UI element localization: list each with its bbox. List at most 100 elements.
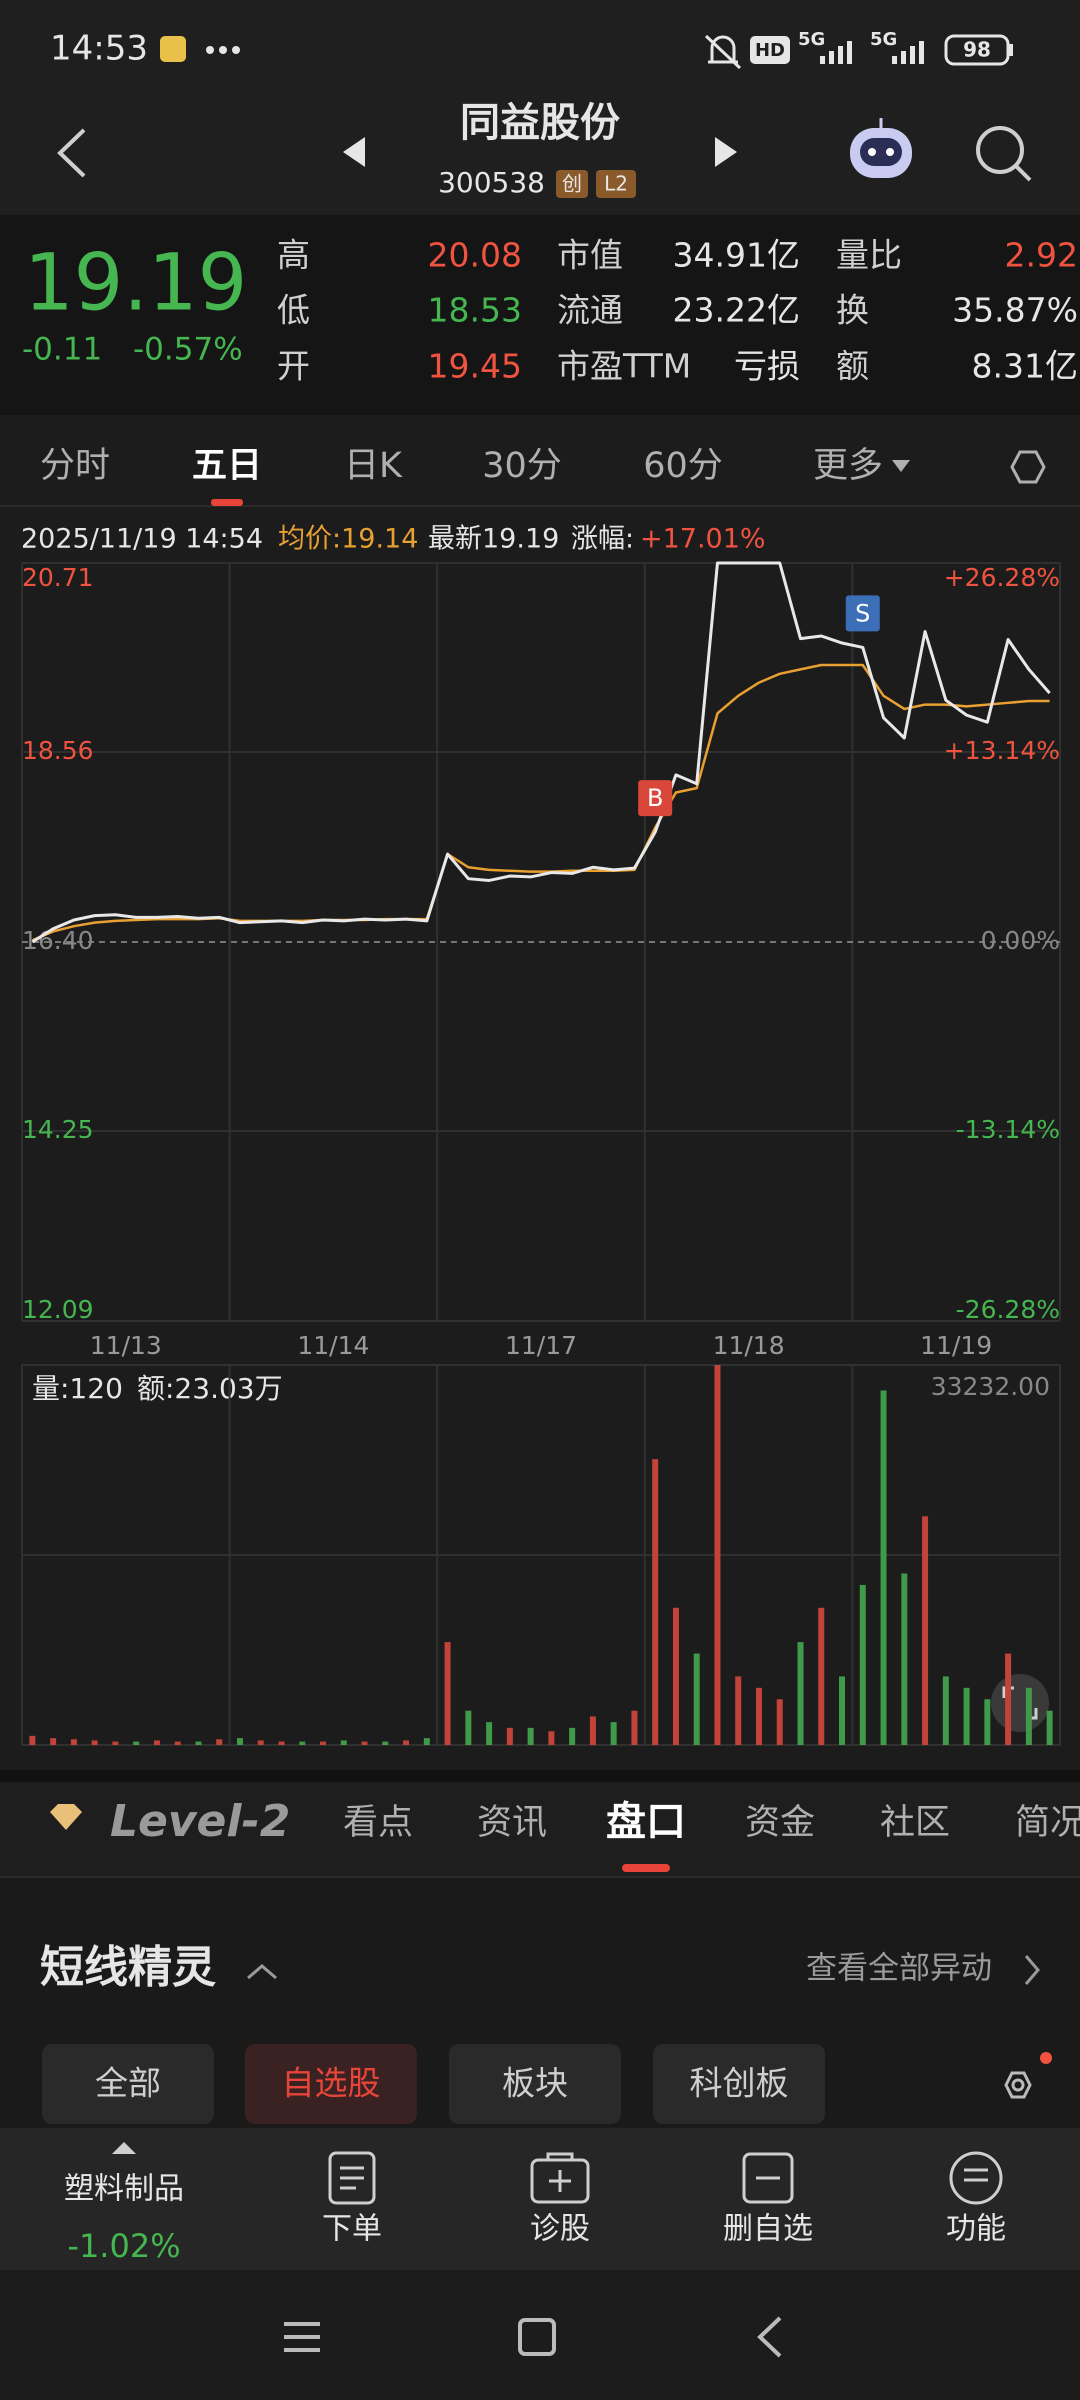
last-price: 19.19: [24, 238, 247, 328]
stat-value: 亏损: [734, 347, 800, 386]
bottom-item[interactable]: 诊股: [530, 2212, 590, 2247]
expand-button[interactable]: [991, 1674, 1049, 1732]
chart-avg: 均价:19.14: [278, 524, 418, 555]
battery-level: 98: [963, 38, 991, 62]
stat-label: 量比: [836, 236, 902, 275]
bottom-item[interactable]: 下单: [322, 2212, 382, 2247]
stat-value: 18.53: [428, 291, 522, 330]
chart-tab[interactable]: 分时: [40, 446, 110, 486]
stat-value: 34.91亿: [673, 236, 800, 275]
volume-bar: [486, 1722, 493, 1745]
volume-bar: [942, 1676, 949, 1745]
hd-label: HD: [755, 40, 785, 61]
amount-label: 额:23.03万: [137, 1372, 283, 1405]
collapse-icon[interactable]: [247, 1964, 277, 1980]
chart-tab[interactable]: 更多: [813, 446, 883, 486]
bottom-item[interactable]: 功能: [946, 2212, 1006, 2247]
chip-label: 板块: [502, 2064, 568, 2103]
price-change-pct: -0.57%: [133, 332, 243, 368]
section-link[interactable]: 查看全部异动: [806, 1951, 992, 1987]
detail-tab[interactable]: 简况: [1015, 1803, 1080, 1843]
y-tick-label: 20.71: [22, 563, 94, 592]
stat-label: 流通: [557, 291, 623, 330]
assistant-icon[interactable]: [850, 118, 912, 178]
volume-bar: [506, 1727, 513, 1745]
volume-bar: [1046, 1710, 1053, 1745]
sector-arrow: [112, 2142, 136, 2154]
x-tick-label: 11/18: [713, 1331, 785, 1360]
chart-change: +17.01%: [640, 524, 766, 555]
volume-bar: [839, 1676, 846, 1745]
chevron: [1024, 1955, 1040, 1985]
volume-bar: [569, 1727, 576, 1745]
badge-bg: [556, 170, 588, 198]
quote-bg: [0, 215, 1080, 415]
detail-tab[interactable]: 资讯: [477, 1803, 547, 1843]
level2-icon: [50, 1804, 82, 1830]
chip-label: 自选股: [282, 2064, 381, 2103]
chip[interactable]: [653, 2044, 825, 2124]
pct-label: +26.28%: [944, 563, 1060, 592]
detail-tab[interactable]: 社区: [880, 1803, 950, 1843]
chip-label: 全部: [95, 2064, 161, 2103]
stat-label: 开: [277, 347, 310, 386]
bottom-bar-bg: [0, 2128, 1080, 2270]
chip[interactable]: [449, 2044, 621, 2124]
pct-label: -26.28%: [956, 1295, 1060, 1324]
detail-tab[interactable]: 资金: [745, 1803, 815, 1843]
dropdown-icon: [892, 460, 910, 472]
x-tick-label: 11/19: [920, 1331, 992, 1360]
bottom-item[interactable]: 删自选: [723, 2212, 813, 2247]
sector-name[interactable]: 塑料制品: [64, 2172, 184, 2207]
search-button[interactable]: [976, 126, 1032, 182]
volume-bar: [216, 1739, 223, 1745]
x-tick-label: 11/14: [297, 1331, 369, 1360]
y-tick-label: 14.25: [22, 1115, 94, 1144]
volume-bar: [195, 1741, 202, 1745]
volume-bar: [1005, 1653, 1012, 1745]
stat-label: 额: [836, 347, 869, 386]
volume-bar: [735, 1676, 742, 1745]
volume-bar: [91, 1740, 98, 1745]
chip-settings[interactable]: [1004, 2052, 1052, 2099]
chart-tab[interactable]: 60分: [643, 446, 723, 486]
badge: 创: [562, 172, 582, 196]
volume-bar: [693, 1653, 700, 1745]
stock-code: 300538: [438, 166, 545, 199]
trade-marker: [638, 780, 673, 817]
volume-bar: [672, 1607, 679, 1745]
next-stock[interactable]: [715, 137, 737, 167]
volume-bar: [382, 1741, 389, 1745]
chart-settings[interactable]: [1010, 450, 1046, 484]
detail-tab[interactable]: 盘口: [606, 1799, 686, 1845]
volume-bar: [589, 1716, 596, 1745]
volume-bar: [610, 1722, 617, 1745]
chip[interactable]: [42, 2044, 214, 2124]
back-button[interactable]: [57, 128, 86, 178]
stat-value: 23.22亿: [673, 291, 800, 330]
detail-tab[interactable]: 看点: [343, 1803, 413, 1843]
chip[interactable]: [245, 2044, 417, 2124]
section-title: 短线精灵: [40, 1942, 216, 1993]
nav-buttons[interactable]: [284, 2316, 782, 2358]
volume-bar: [755, 1687, 762, 1745]
level2-brand[interactable]: Level-2: [110, 1796, 290, 1847]
volume-bar: [70, 1739, 77, 1745]
volume-bar: [797, 1642, 804, 1745]
chart-tab[interactable]: 五日: [192, 446, 262, 486]
volume-bar: [112, 1741, 119, 1745]
volume-bar: [403, 1740, 410, 1745]
stat-label: 高: [277, 236, 310, 275]
stat-label: 低: [277, 291, 310, 330]
stat-label: 市值: [557, 236, 623, 275]
battery-icon: [944, 34, 1010, 66]
chart-tab[interactable]: 30分: [482, 446, 562, 486]
divider: [0, 505, 1080, 507]
volume-bar: [880, 1390, 887, 1745]
volume-label: 量:120: [32, 1372, 123, 1405]
prev-stock[interactable]: [343, 137, 365, 167]
chart-tab[interactable]: 日K: [344, 446, 403, 486]
volume-bar: [320, 1741, 327, 1745]
x-tick-label: 11/13: [90, 1331, 162, 1360]
stat-value: 19.45: [428, 347, 522, 386]
